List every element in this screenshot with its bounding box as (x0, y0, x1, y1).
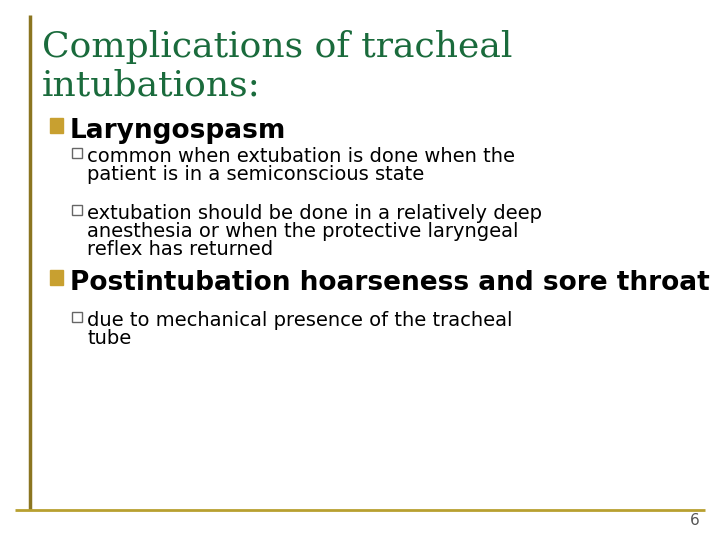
Text: extubation should be done in a relatively deep: extubation should be done in a relativel… (87, 204, 542, 223)
Text: Laryngospasm: Laryngospasm (70, 118, 287, 144)
Text: anesthesia or when the protective laryngeal: anesthesia or when the protective laryng… (87, 222, 518, 241)
Text: tube: tube (87, 329, 131, 348)
Bar (50, 118, 63, 133)
Text: intubations:: intubations: (42, 68, 261, 102)
Text: common when extubation is done when the: common when extubation is done when the (87, 147, 515, 166)
Text: Postintubation hoarseness and sore throat: Postintubation hoarseness and sore throa… (70, 270, 710, 296)
Text: due to mechanical presence of the tracheal: due to mechanical presence of the trache… (87, 311, 513, 330)
Bar (72, 205, 82, 215)
Bar (72, 148, 82, 158)
Bar (50, 270, 63, 285)
Text: 6: 6 (690, 513, 700, 528)
Text: reflex has returned: reflex has returned (87, 240, 273, 259)
Text: Complications of tracheal: Complications of tracheal (42, 30, 513, 64)
Text: patient is in a semiconscious state: patient is in a semiconscious state (87, 165, 424, 184)
Bar (72, 312, 82, 322)
